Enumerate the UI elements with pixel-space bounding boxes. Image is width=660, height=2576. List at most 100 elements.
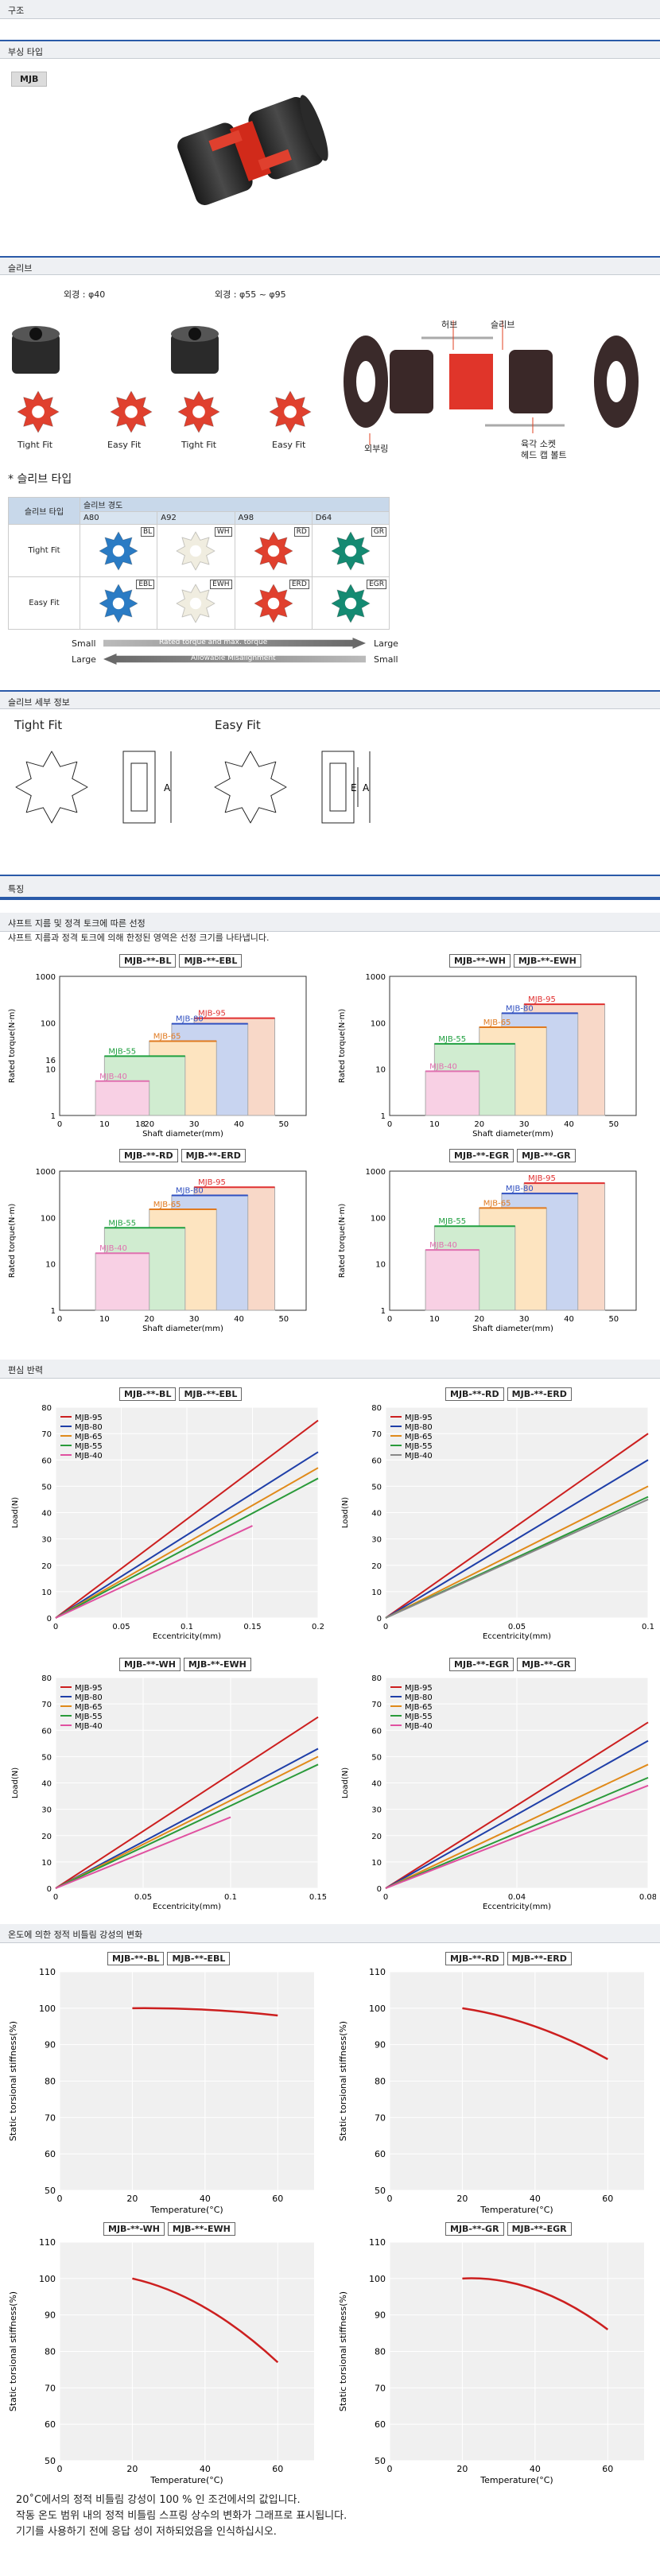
section-sleeve-detail: 슬리브 세부 정보 xyxy=(0,690,660,709)
section-title: 온도에 의한 정적 비틀림 강성의 변화 xyxy=(8,1930,143,1940)
x-axis-label: Temperature(°C) xyxy=(149,2205,223,2215)
series-line xyxy=(385,1433,649,1619)
x-tick: 40 xyxy=(564,1315,574,1324)
stiffness-curve xyxy=(132,2007,278,2017)
section-deflection: 편심 반력 xyxy=(0,1360,660,1379)
sleeve-cell: EGR xyxy=(311,576,390,630)
chart-tag: MJB-**-RD xyxy=(445,1387,504,1401)
x-tick: 0.1 xyxy=(642,1623,654,1631)
sleeve-type-heading: * 슬리브 타입 xyxy=(8,473,72,486)
y-tick: 60 xyxy=(375,2419,386,2430)
arrow1-left: Small xyxy=(72,638,96,649)
x-tick: 20 xyxy=(474,1315,484,1324)
od-label-small: 외경 : φ40 xyxy=(64,289,106,300)
y-tick: 0 xyxy=(47,1885,52,1894)
legend-label: MJB-40 xyxy=(405,1452,433,1461)
sleeve-label: Tight Fit xyxy=(181,440,217,450)
y-tick: 100 xyxy=(371,1214,386,1223)
x-tick: 0 xyxy=(53,1893,58,1902)
dim-label: A xyxy=(363,782,370,793)
series-line xyxy=(385,1784,649,1889)
y-tick: 10 xyxy=(375,1066,386,1075)
series-line xyxy=(55,1419,319,1619)
x-tick: 0.1 xyxy=(224,1893,237,1902)
selection-chart: MJB-95MJB-80MJB-65MJB-55MJB-401101610010… xyxy=(8,973,307,1139)
legend-label: MJB-80 xyxy=(75,1423,103,1432)
series-line xyxy=(55,1477,319,1619)
y-axis-label: Static torsional stiffness(%) xyxy=(8,2291,18,2411)
section-title: 슬리브 세부 정보 xyxy=(8,697,70,708)
series-line xyxy=(55,1716,319,1889)
stiffness-curve xyxy=(462,2007,608,2061)
y-tick: 90 xyxy=(375,2040,386,2050)
y-tick: 50 xyxy=(375,2186,386,2196)
series-line xyxy=(385,1763,649,1889)
temperature-chart: 50 60 70 80 90 100 110 0 20 40 60 Temperature(°C) St… xyxy=(338,2237,644,2485)
series-region xyxy=(95,1080,150,1116)
arrow1-right: Large xyxy=(374,638,398,649)
temperature-chart: 50 60 70 80 90 100 110 0 20 40 60 Temperature(°C) St… xyxy=(8,1967,314,2215)
series-line xyxy=(385,1721,649,1889)
x-tick: 20 xyxy=(144,1315,154,1324)
x-tick: 60 xyxy=(602,2194,613,2204)
chart-tag: MJB-**-GR xyxy=(445,2222,504,2236)
x-axis-label: Shaft diameter(mm) xyxy=(472,1130,553,1139)
hub-label: 허브 xyxy=(441,320,458,330)
chart-title: MJB-**-WH MJB-**-EWH xyxy=(119,1658,251,1671)
sleeve-color-icon xyxy=(254,531,293,571)
legend-label: MJB-55 xyxy=(75,1713,103,1721)
y-tick: 60 xyxy=(41,1727,52,1736)
legend-label: MJB-55 xyxy=(75,1442,103,1451)
x-tick: 0 xyxy=(387,1120,392,1129)
series-label: MJB-55 xyxy=(438,1035,466,1044)
series-label: MJB-55 xyxy=(108,1219,136,1228)
x-tick: 30 xyxy=(519,1120,530,1129)
legend-label: MJB-80 xyxy=(405,1423,433,1432)
x-tick: 0.05 xyxy=(508,1623,526,1631)
x-tick: 40 xyxy=(530,2194,541,2204)
y-tick: 50 xyxy=(41,1753,52,1762)
x-tick: 50 xyxy=(608,1315,619,1324)
coupling-image xyxy=(177,95,328,205)
y-tick: 60 xyxy=(45,2149,56,2159)
x-tick: 0 xyxy=(383,1893,388,1902)
x-tick: 40 xyxy=(200,2194,211,2204)
y-axis-label: Load(N) xyxy=(11,1767,20,1798)
y-tick: 70 xyxy=(41,1430,52,1439)
detail-drawing: A xyxy=(15,751,172,824)
x-tick: 10 xyxy=(99,1120,110,1129)
y-tick: 80 xyxy=(45,2077,56,2087)
legend-label: MJB-40 xyxy=(75,1722,103,1731)
x-tick: 0 xyxy=(53,1623,58,1631)
x-axis-label: Shaft diameter(mm) xyxy=(472,1325,553,1333)
section-title: 샤프트 지름 및 정격 토크에 따른 선정 xyxy=(8,918,146,929)
sleeve-cell: EWH xyxy=(157,576,235,630)
section-title: 슬리브 xyxy=(8,263,33,274)
x-tick: 20 xyxy=(456,2194,468,2204)
x-axis-label: Shaft diameter(mm) xyxy=(142,1130,223,1139)
chart-title: MJB-**-BL MJB-**-EBL xyxy=(119,1387,243,1401)
chart-tag: MJB-**-WH xyxy=(449,954,511,968)
y-tick: 110 xyxy=(39,2237,56,2248)
y-tick: 100 xyxy=(41,1214,56,1223)
sleeve-color-icon xyxy=(331,584,371,623)
sleeve-code: BL xyxy=(141,527,155,537)
chart-title: MJB-**-WH MJB-**-EWH xyxy=(103,2222,235,2236)
series-label: MJB-40 xyxy=(99,1073,127,1081)
sleeve-cell: BL xyxy=(79,524,158,577)
series-label: MJB-40 xyxy=(99,1244,127,1253)
section-title: 편심 반력 xyxy=(8,1365,43,1375)
y-axis-label: Rated torque(N·m) xyxy=(8,1009,17,1084)
sleeve-gear-icon xyxy=(110,390,153,433)
y-tick: 70 xyxy=(371,1430,382,1439)
sleeve-outline-icon xyxy=(214,751,287,824)
x-tick: 0.05 xyxy=(134,1893,152,1902)
sleeve-label: Tight Fit xyxy=(17,440,53,450)
y-tick: 20 xyxy=(371,1833,382,1841)
section-parts-type: 부싱 타입 xyxy=(0,40,660,59)
y-tick: 1000 xyxy=(366,973,386,982)
y-axis-label: Static torsional stiffness(%) xyxy=(8,2021,18,2141)
x-tick: 30 xyxy=(519,1315,530,1324)
series-line xyxy=(385,1459,649,1619)
series-label: MJB-65 xyxy=(153,1033,181,1042)
